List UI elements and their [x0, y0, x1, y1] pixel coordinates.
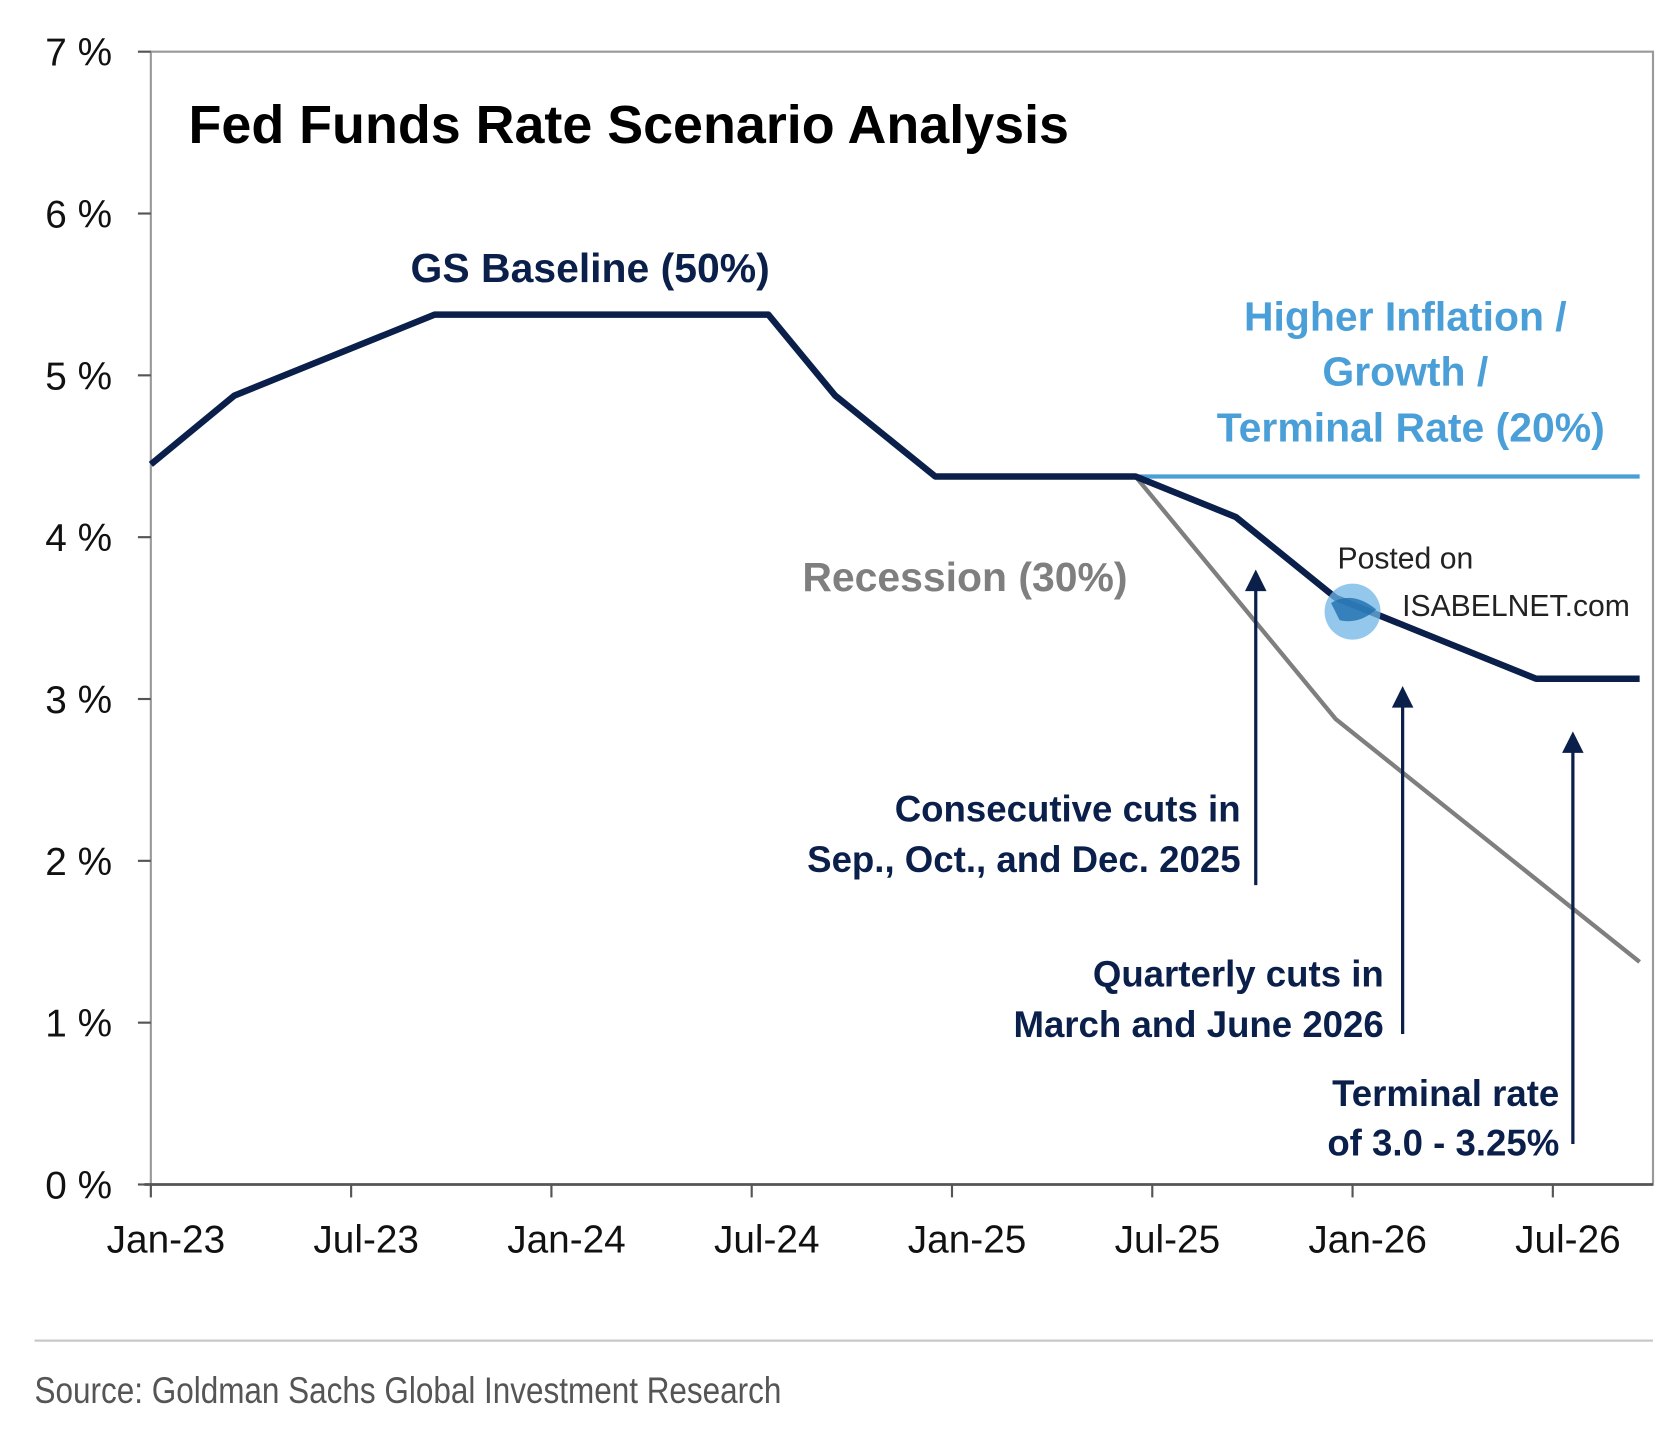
- x-tick-label: Jan-26: [1308, 1218, 1426, 1261]
- series-recession: [1133, 475, 1641, 964]
- series-baseline: [148, 311, 1640, 683]
- annotation-2-line2: March and June 2026: [1013, 1004, 1383, 1045]
- annotation-3-line2: of 3.0 - 3.25%: [1327, 1122, 1559, 1163]
- globe-icon-swirl: [1331, 597, 1377, 622]
- y-tick-label: 0 %: [45, 1164, 112, 1207]
- annotation-1-line1: Consecutive cuts in: [895, 789, 1241, 830]
- arrowhead-icon: [1244, 569, 1267, 592]
- arrowhead-icon: [1562, 731, 1584, 753]
- label-higher-1: Higher Inflation /: [1244, 294, 1567, 340]
- watermark-line1: Posted on: [1337, 543, 1473, 576]
- label-higher-2: Growth /: [1322, 348, 1488, 394]
- x-tick-label: Jul-25: [1115, 1218, 1221, 1261]
- annotation-1-line2: Sep., Oct., and Dec. 2025: [807, 839, 1240, 880]
- label-baseline: GS Baseline (50%): [411, 245, 770, 291]
- y-tick-label: 7 %: [45, 32, 112, 75]
- y-tick-label: 5 %: [45, 355, 112, 398]
- x-tick-label: Jul-26: [1515, 1218, 1621, 1261]
- y-tick-label: 6 %: [45, 194, 112, 237]
- x-tick-label: Jul-23: [313, 1218, 419, 1261]
- y-tick-label: 4 %: [45, 517, 112, 560]
- label-recession: Recession (30%): [802, 554, 1127, 600]
- watermark: Posted on ISABELNET.com: [1324, 543, 1630, 640]
- chart-title: Fed Funds Rate Scenario Analysis: [189, 95, 1069, 155]
- y-tick-label: 2 %: [45, 841, 112, 884]
- label-higher-3: Terminal Rate (20%): [1217, 404, 1605, 450]
- annotation-3-line1: Terminal rate: [1332, 1073, 1559, 1114]
- y-tick-label: 3 %: [45, 679, 112, 722]
- annotation-2-line1: Quarterly cuts in: [1093, 953, 1384, 994]
- x-tick-label: Jan-24: [507, 1218, 625, 1261]
- y-tick-label: 1 %: [45, 1003, 112, 1046]
- arrowhead-icon: [1391, 686, 1414, 708]
- watermark-line2: ISABELNET.com: [1402, 590, 1630, 623]
- source-note: Source: Goldman Sachs Global Investment …: [35, 1371, 782, 1412]
- x-tick-label: Jan-23: [107, 1218, 225, 1261]
- x-tick-label: Jul-24: [714, 1218, 820, 1261]
- x-tick-label: Jan-25: [908, 1218, 1026, 1261]
